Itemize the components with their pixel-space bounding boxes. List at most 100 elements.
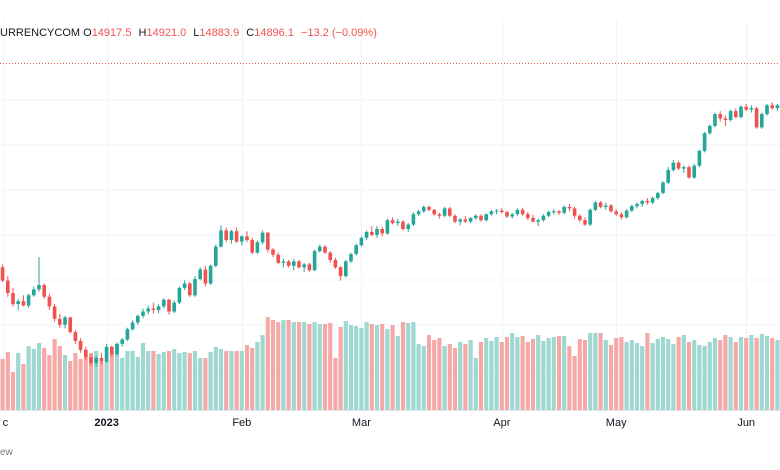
candle-body [198, 269, 203, 280]
volume-bar [328, 323, 333, 410]
candle-body [161, 299, 166, 307]
volume-bar [650, 343, 655, 410]
volume-bar [463, 344, 468, 410]
candle-body [421, 206, 426, 212]
candle-body [598, 202, 603, 207]
volume-bar [156, 354, 161, 410]
candle-body [57, 318, 62, 325]
volume-bar [536, 335, 541, 410]
volume-bar [759, 334, 764, 410]
candle-body [16, 301, 21, 305]
candle-body [759, 114, 764, 128]
candle-body [37, 284, 41, 290]
candle-body [390, 220, 395, 224]
candle-body [713, 114, 717, 126]
volume-bar [36, 343, 42, 410]
volume-bar [686, 342, 692, 410]
candle-body [718, 114, 723, 119]
volume-bar [702, 346, 707, 410]
volume-bar [125, 351, 130, 410]
candle-body [707, 125, 712, 134]
volume-bar [598, 333, 603, 410]
candle-body [193, 279, 197, 296]
candle-body [265, 232, 270, 250]
volume-bar [260, 335, 265, 410]
candle-body [250, 240, 255, 253]
x-tick-label: Apr [493, 417, 510, 429]
candle-body [359, 237, 364, 246]
volume-bar [432, 340, 437, 410]
volume-bar [57, 346, 62, 410]
candle-body [172, 302, 177, 312]
volume-bar [333, 358, 338, 410]
candle-body [78, 340, 83, 350]
candle-body [588, 209, 593, 225]
candle-body [416, 211, 421, 215]
volume-bar [203, 358, 208, 410]
close-key: C [246, 27, 255, 39]
candle-body [583, 220, 587, 225]
volume-bar [614, 338, 619, 410]
volume-bar [390, 325, 395, 410]
volume-bar [572, 356, 577, 410]
candle-body [432, 209, 437, 215]
footer-text: ew [0, 447, 13, 458]
candle-body [5, 280, 10, 294]
volume-bar [671, 344, 676, 410]
volume-bar [499, 342, 504, 410]
volume-bar [338, 327, 343, 410]
candle-body [484, 214, 489, 221]
candles [0, 102, 780, 367]
candle-body [286, 261, 291, 266]
volume-bar [562, 336, 567, 410]
candle-body [437, 214, 442, 216]
candle-body [364, 231, 369, 238]
volume-bar [692, 340, 697, 410]
candle-body [234, 231, 239, 242]
volume-bars [0, 317, 780, 410]
candle-body [208, 265, 213, 284]
volume-bar [343, 321, 348, 410]
volume-bar [62, 355, 68, 410]
volume-bar [546, 338, 551, 410]
candle-body [213, 246, 218, 266]
volume-bar [593, 333, 598, 410]
candle-body [255, 242, 260, 253]
candle-body [52, 306, 57, 319]
candle-body [146, 308, 151, 312]
high-value: 14921.0 [146, 27, 187, 39]
candle-body [510, 214, 515, 217]
candle-body [494, 210, 499, 212]
volume-bar [603, 340, 608, 410]
volume-bar [296, 322, 302, 410]
candle-body [42, 284, 47, 297]
volume-bar [416, 344, 421, 410]
volume-bar [307, 324, 312, 410]
candle-body [83, 349, 88, 358]
candle-body [385, 220, 390, 234]
volume-bar [244, 345, 250, 410]
volume-bar [744, 338, 749, 410]
low-value: 14883.9 [199, 27, 240, 39]
volume-bar [764, 336, 770, 410]
candle-body [349, 254, 353, 262]
volume-bar [442, 346, 447, 410]
volume-bar [78, 359, 83, 410]
candle-body [94, 357, 99, 364]
volume-bar [749, 335, 754, 410]
volume-bar [177, 353, 182, 410]
volume-bar [447, 344, 452, 410]
volume-bar [608, 345, 614, 410]
volume-bar [473, 358, 478, 410]
candle-body [312, 251, 317, 271]
candle-body [239, 236, 244, 242]
candle-body [276, 254, 281, 263]
candle-body [411, 214, 416, 225]
volume-bar [458, 342, 463, 410]
candle-body [354, 245, 359, 255]
volume-bar [270, 320, 276, 410]
volume-bar [624, 342, 629, 410]
volume-bar [380, 324, 385, 410]
candle-body [775, 105, 780, 109]
